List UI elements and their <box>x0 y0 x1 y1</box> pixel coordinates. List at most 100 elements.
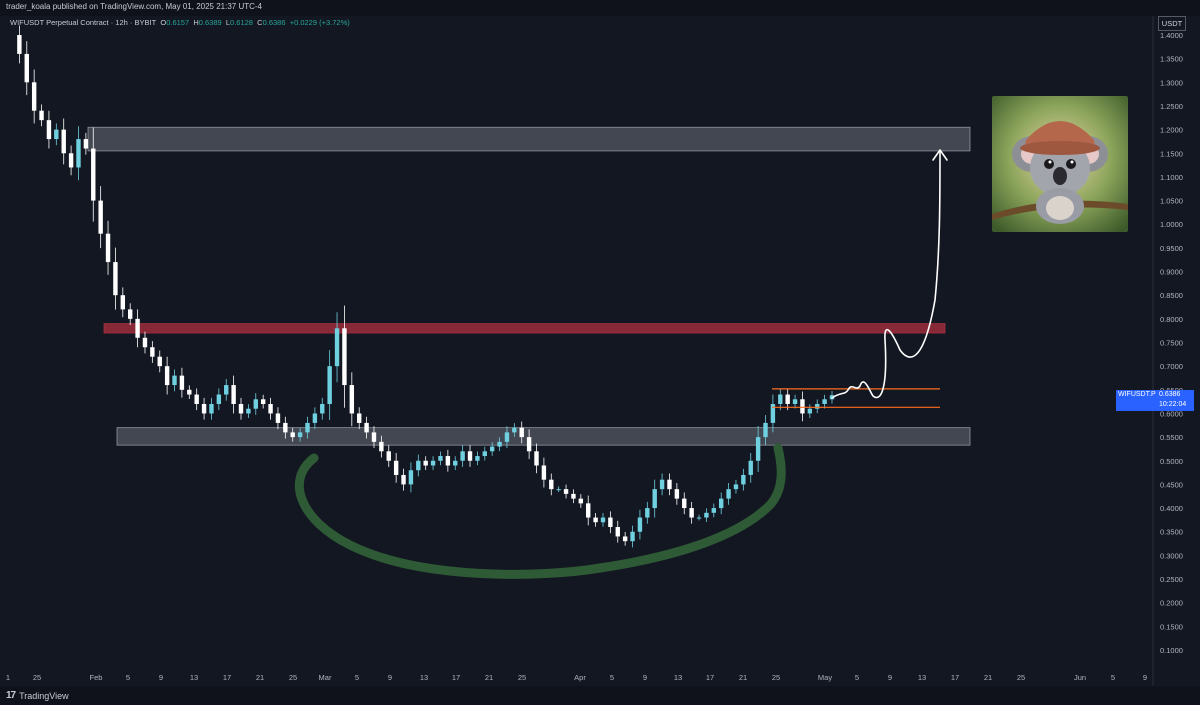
support-zone <box>116 427 971 446</box>
candle-body <box>179 375 185 390</box>
x-tick-label: 5 <box>355 673 359 682</box>
candle-body <box>342 328 347 386</box>
x-tick-label: 9 <box>888 673 892 682</box>
candle-body <box>696 517 702 519</box>
x-tick-label: 17 <box>951 673 959 682</box>
candle-body <box>637 517 643 532</box>
candle-body <box>423 460 428 466</box>
x-tick-label: 25 <box>289 673 297 682</box>
last-price-symbol: WIFUSDT.P <box>1118 391 1156 398</box>
candle-body <box>733 484 739 490</box>
y-tick-label: 1.2000 <box>1160 126 1183 135</box>
y-tick-label: 0.1500 <box>1160 622 1183 631</box>
candle-body <box>578 498 584 504</box>
x-tick-label: Apr <box>574 673 586 682</box>
candle-body <box>393 460 399 475</box>
last-price-symbol-tag: WIFUSDT.P <box>1116 390 1159 411</box>
y-tick-label: 1.1000 <box>1160 173 1183 182</box>
x-tick-label: 17 <box>706 673 714 682</box>
y-tick-label: 0.9500 <box>1160 244 1183 253</box>
currency-label[interactable]: USDT <box>1158 16 1186 31</box>
candle-body <box>659 479 665 490</box>
candle-body <box>150 347 155 357</box>
bottom-bar <box>0 686 1200 705</box>
candle-body <box>113 262 118 296</box>
candle-body <box>778 394 783 404</box>
x-tick-label: 5 <box>610 673 614 682</box>
candle-body <box>386 451 391 461</box>
candle-body <box>135 318 140 338</box>
candle-body <box>453 460 458 466</box>
projection-path <box>831 151 941 399</box>
candle-body <box>216 394 222 404</box>
x-tick-label: 21 <box>256 673 264 682</box>
candle-body <box>519 427 524 438</box>
candle-body <box>445 456 451 466</box>
y-tick-label: 1.3000 <box>1160 78 1183 87</box>
x-tick-label: 13 <box>918 673 926 682</box>
candle-body <box>260 399 266 404</box>
candle-body <box>475 456 480 461</box>
candle-body <box>364 422 369 433</box>
candle-body <box>201 404 207 414</box>
candle-body <box>246 408 251 414</box>
top-bar <box>0 0 1200 16</box>
symbol-title[interactable]: WIFUSDT Perpetual Contract · 12h · BYBIT <box>10 18 157 27</box>
y-tick-label: 1.1500 <box>1160 149 1183 158</box>
y-tick-label: 1.4000 <box>1160 31 1183 40</box>
x-tick-label: 21 <box>984 673 992 682</box>
candle-body <box>541 465 547 480</box>
candle-body <box>157 356 162 367</box>
y-tick-label: 0.7500 <box>1160 339 1183 348</box>
candle-body <box>622 536 628 542</box>
candle-body <box>682 498 687 509</box>
candle-body <box>327 366 332 404</box>
y-tick-label: 0.8000 <box>1160 315 1183 324</box>
candle-body <box>556 489 561 491</box>
x-tick-label: 21 <box>485 673 493 682</box>
candle-body <box>371 432 377 442</box>
projection-arrowhead <box>932 149 948 161</box>
candle-body <box>726 489 731 499</box>
change-value: +0.0229 (+3.72%) <box>289 18 350 27</box>
candle-body <box>741 474 746 485</box>
tradingview-logo[interactable]: 17 TradingView <box>6 690 69 701</box>
x-tick-label: Mar <box>319 673 332 682</box>
candle-body <box>667 479 672 490</box>
y-tick-label: 0.2000 <box>1160 599 1183 608</box>
candle-body <box>31 82 37 111</box>
y-tick-label: 1.0500 <box>1160 197 1183 206</box>
x-tick-label: Jun <box>1074 673 1086 682</box>
bar-countdown: 10:22:04 <box>1159 401 1187 408</box>
x-tick-label: 5 <box>1111 673 1115 682</box>
tradingview-logo-text: TradingView <box>19 690 69 701</box>
candle-body <box>748 460 753 475</box>
candle-body <box>652 489 657 509</box>
candle-body <box>563 489 569 494</box>
candle-body <box>467 451 473 461</box>
x-tick-label: 5 <box>855 673 859 682</box>
candle-body <box>815 404 820 409</box>
candle-body <box>238 404 244 414</box>
upper-target-zone <box>87 126 971 152</box>
candle-body <box>416 460 421 471</box>
last-price-value-tag: 0.6386 10:22:04 <box>1156 390 1194 411</box>
candle-body <box>83 139 89 149</box>
x-tick-label: 17 <box>223 673 231 682</box>
candle-body <box>320 404 325 414</box>
x-tick-label: 13 <box>674 673 682 682</box>
y-tick-label: 0.5500 <box>1160 433 1183 442</box>
candle-body <box>489 446 495 452</box>
candle-body <box>105 233 111 263</box>
x-tick-label: 25 <box>518 673 526 682</box>
candle-body <box>275 413 281 423</box>
candle-body <box>704 512 709 518</box>
candle-body <box>172 375 177 386</box>
candle-body <box>438 456 443 461</box>
y-tick-label: 0.5000 <box>1160 457 1183 466</box>
candle-body <box>600 517 606 523</box>
candle-body <box>39 110 44 121</box>
y-tick-label: 0.3000 <box>1160 551 1183 560</box>
high-label: H <box>193 18 199 27</box>
